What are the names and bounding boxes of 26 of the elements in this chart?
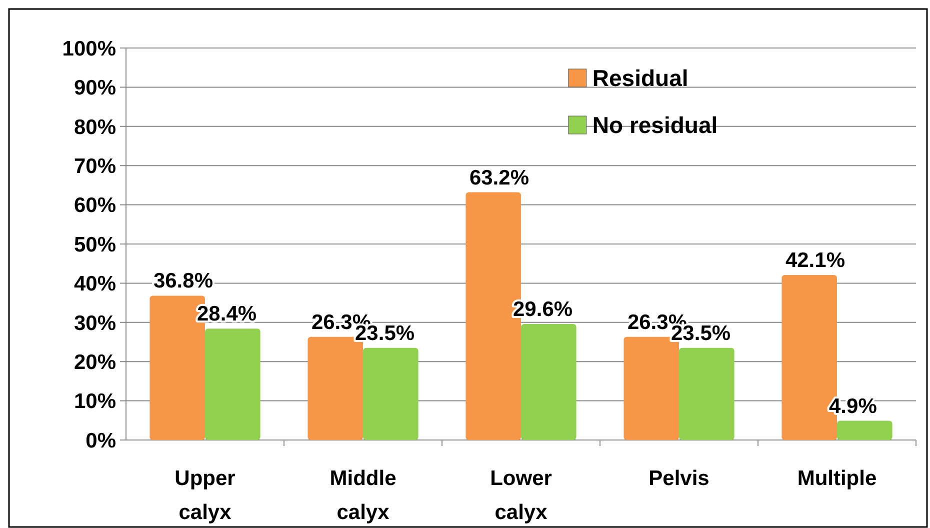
legend-label: No residual	[592, 112, 718, 138]
bar	[679, 348, 734, 440]
text: 42.1%	[785, 248, 845, 272]
y-tick-label: 0%	[86, 429, 116, 452]
y-tick-label: 40%	[74, 272, 116, 296]
x-tick-label: Upper calyx	[174, 467, 236, 524]
y-tick-label: 10%	[74, 390, 116, 414]
bar	[363, 348, 418, 440]
y-tick-label: 30%	[74, 312, 116, 335]
x-tick-label: Pelvis	[648, 467, 710, 490]
x-tick-label: Lower calyx	[490, 467, 552, 524]
bar	[837, 420, 892, 440]
y-tick-label: 60%	[74, 194, 116, 218]
legend-label: Residual	[592, 65, 688, 92]
y-tick-label: 50%	[74, 233, 116, 256]
y-tick-label: 100%	[62, 37, 116, 60]
bar	[521, 324, 576, 440]
x-tick-label: Middle calyx	[330, 467, 396, 524]
y-tick-label: 70%	[74, 154, 116, 178]
x-tick-label: Multiple	[797, 467, 877, 490]
y-tick-label: 80%	[74, 116, 116, 139]
y-tick-label: 20%	[74, 350, 116, 374]
y-tick-label: 90%	[74, 76, 116, 100]
text: 63.2%	[469, 166, 529, 190]
text: 36.8%	[153, 270, 213, 293]
bar	[205, 328, 260, 440]
